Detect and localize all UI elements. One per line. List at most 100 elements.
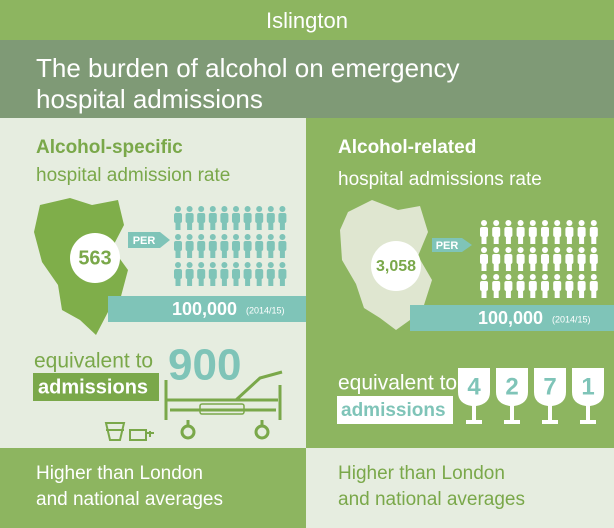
person-head: [186, 206, 193, 212]
person-head: [233, 206, 239, 212]
person-head: [198, 234, 205, 240]
person-legs: [493, 236, 499, 244]
person-head: [267, 234, 274, 240]
glass: [534, 368, 566, 424]
person-body: [220, 269, 229, 279]
person-body: [208, 213, 217, 223]
title: hospital admissions: [36, 84, 263, 114]
person-head: [221, 206, 228, 212]
person-legs: [210, 278, 216, 286]
person-legs: [198, 222, 204, 230]
per: PER: [133, 235, 156, 247]
person-body: [516, 281, 525, 291]
person-legs: [579, 236, 585, 244]
person-body: [528, 254, 537, 264]
person-body: [565, 254, 574, 264]
person-head: [481, 274, 487, 280]
person-legs: [481, 263, 487, 271]
person-head: [566, 274, 573, 280]
rate-circle: [371, 241, 421, 291]
person-body: [255, 213, 264, 223]
person-body: [266, 241, 275, 251]
glass: [458, 368, 490, 424]
person-body: [174, 269, 182, 279]
person-body: [516, 254, 525, 264]
person-legs: [279, 222, 285, 230]
person-legs: [221, 278, 227, 286]
person-legs: [210, 222, 216, 230]
person-head: [529, 220, 536, 226]
person-legs: [518, 236, 524, 244]
person-head: [256, 234, 263, 240]
person-legs: [187, 250, 193, 258]
person-legs: [505, 263, 511, 271]
person-legs: [566, 236, 572, 244]
person-head: [517, 247, 524, 253]
person-legs: [493, 290, 499, 298]
glass: [496, 368, 528, 424]
person-head: [554, 220, 561, 226]
title-bar: [0, 40, 614, 118]
person-legs: [233, 278, 239, 286]
person-legs: [566, 263, 572, 271]
person-legs: [233, 222, 239, 230]
person-legs: [554, 263, 560, 271]
person-head: [221, 262, 228, 268]
person-legs: [518, 290, 524, 298]
person-legs: [256, 222, 262, 230]
digit: 7: [543, 373, 556, 400]
person-head: [493, 247, 500, 253]
person-body: [541, 227, 549, 237]
person-head: [221, 234, 228, 240]
person-body: [589, 254, 598, 264]
person-legs: [579, 290, 585, 298]
person-legs: [530, 290, 536, 298]
person-body: [243, 269, 252, 279]
person-body: [528, 227, 537, 237]
person-body: [185, 213, 194, 223]
person-head: [256, 206, 263, 212]
person-body: [197, 241, 206, 251]
person-head: [590, 220, 597, 226]
person-legs: [566, 290, 572, 298]
person-legs: [268, 278, 274, 286]
bed: [164, 370, 283, 440]
person-head: [505, 247, 512, 253]
person-body: [516, 227, 525, 237]
person-legs: [221, 222, 227, 230]
comparison-box: [0, 448, 306, 528]
person-legs: [198, 250, 204, 258]
person-head: [267, 262, 274, 268]
admissions: 900: [168, 341, 241, 390]
person-head: [209, 262, 216, 268]
header-bar: [0, 0, 614, 40]
person-legs: [518, 263, 524, 271]
person-body: [197, 213, 206, 223]
person-body: [565, 227, 574, 237]
rate: 3,058: [376, 258, 416, 275]
person-legs: [175, 222, 181, 230]
band: [410, 305, 614, 331]
person-head: [590, 247, 597, 253]
person-legs: [493, 263, 499, 271]
person-head: [566, 247, 573, 253]
person-head: [578, 247, 585, 253]
person-legs: [591, 263, 597, 271]
person-body: [541, 254, 549, 264]
person-legs: [268, 222, 274, 230]
person-head: [233, 262, 239, 268]
person-body: [266, 213, 275, 223]
person-body: [232, 213, 240, 223]
person-body: [553, 281, 562, 291]
subheading: hospital admissions rate: [338, 169, 542, 190]
person-head: [233, 234, 239, 240]
person-legs: [187, 278, 193, 286]
person-head: [209, 234, 216, 240]
per-arrow: [432, 238, 472, 252]
person-body: [589, 281, 598, 291]
person-body: [174, 213, 182, 223]
person-legs: [481, 236, 487, 244]
person-body: [197, 269, 206, 279]
person-legs: [187, 222, 193, 230]
